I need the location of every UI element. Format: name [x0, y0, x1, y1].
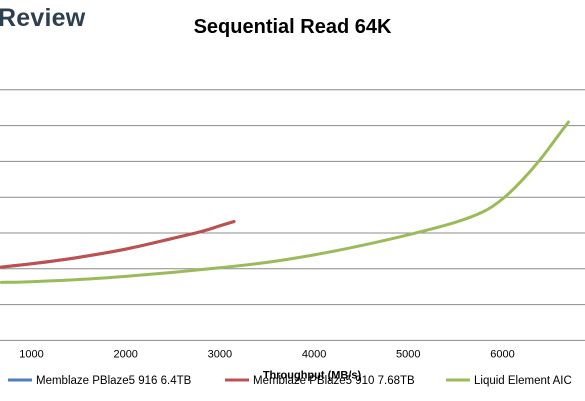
legend-label-memblaze-pblaze5-910-7-68tb: Memblaze PBlaze5 910 7.68TB: [253, 375, 415, 387]
watermark-logo: Review: [0, 4, 86, 32]
series-line-liquid-element-aic: [0, 120, 570, 284]
legend: Memblaze PBlaze5 916 6.4TB Memblaze PBlaz…: [8, 375, 572, 387]
series-lines: [0, 120, 570, 284]
series-line-memblaze-pblaze5-910-7-68tb: [0, 220, 236, 269]
chart-title: Sequential Read 64K: [193, 16, 392, 38]
x-tick-label-1000: 1000: [19, 348, 43, 360]
x-tick-label-5000: 5000: [396, 348, 420, 360]
x-axis-title: Throughput (MB/s): [263, 369, 362, 381]
x-axis-ticks: 1000200030004000500060007: [19, 348, 514, 360]
gridlines: [0, 89, 585, 306]
x-tick-label-2000: 2000: [113, 348, 137, 360]
series-line-memblaze-pblaze5-916-6-4tb: [0, 220, 236, 269]
x-tick-label-4000: 4000: [302, 348, 326, 360]
x-tick-label-3000: 3000: [208, 348, 232, 360]
x-tick-label-6000: 6000: [490, 348, 514, 360]
legend-label-memblaze-pblaze5-916-6-4tb: Memblaze PBlaze5 916 6.4TB: [36, 375, 192, 387]
legend-label-liquid-element-aic: Liquid Element AIC: [474, 375, 572, 387]
